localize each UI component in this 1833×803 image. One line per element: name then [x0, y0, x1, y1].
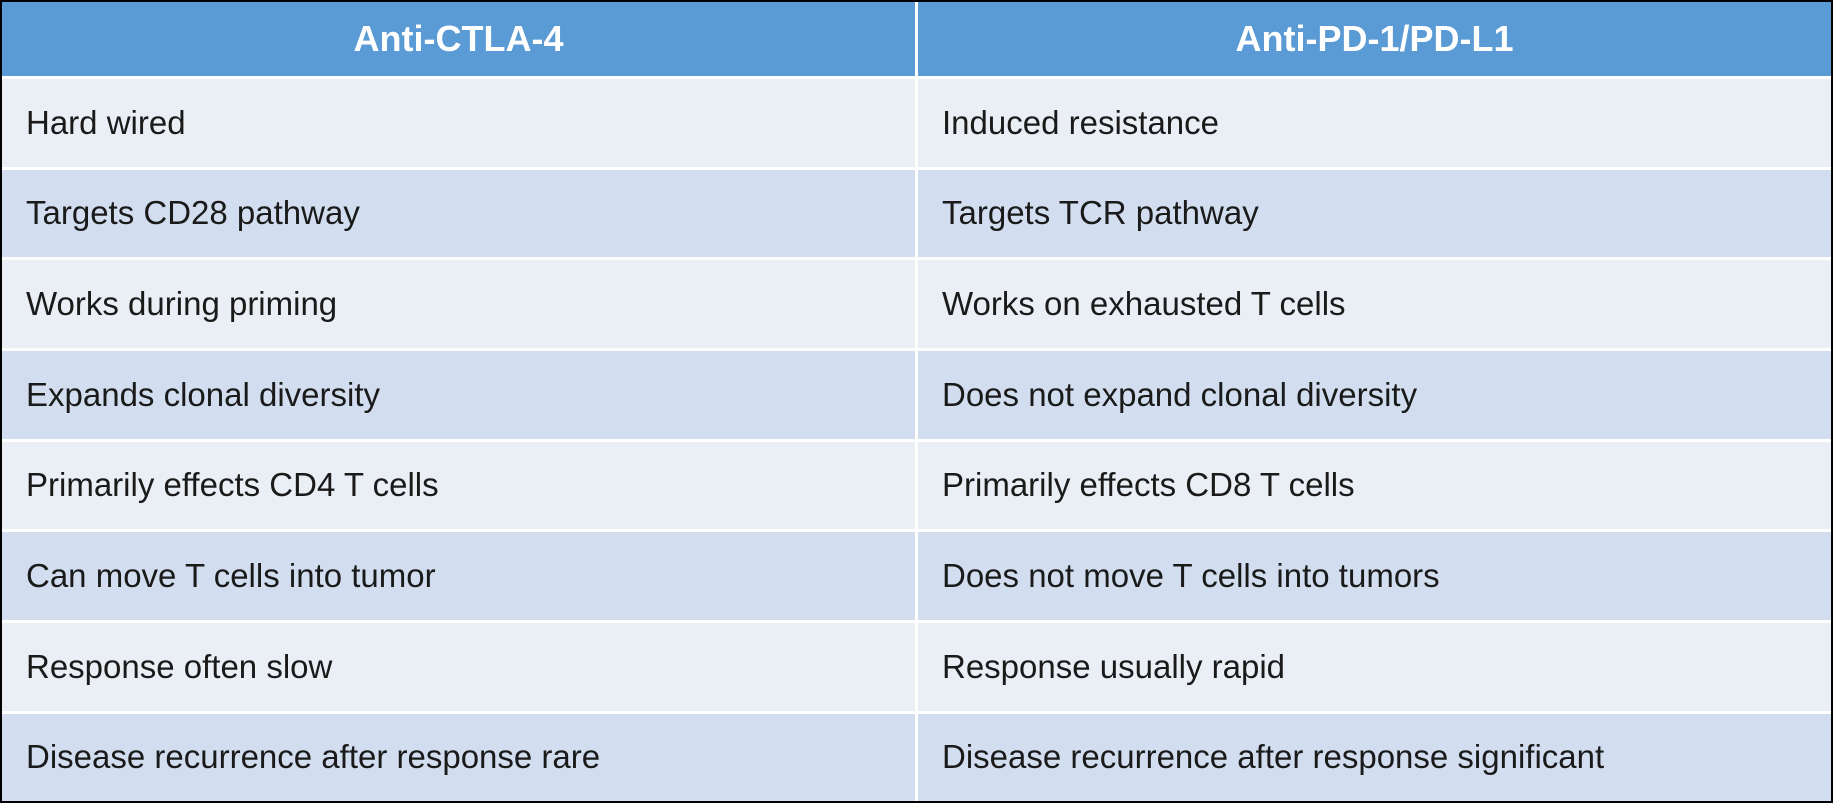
table-cell: Targets CD28 pathway [2, 168, 917, 259]
table-row: Expands clonal diversity Does not expand… [2, 349, 1831, 440]
table-cell: Response usually rapid [917, 621, 1832, 712]
table-row: Response often slow Response usually rap… [2, 621, 1831, 712]
table-cell: Can move T cells into tumor [2, 531, 917, 622]
table-cell: Expands clonal diversity [2, 349, 917, 440]
table-row: Disease recurrence after response rare D… [2, 712, 1831, 801]
table-cell: Response often slow [2, 621, 917, 712]
comparison-table: Anti-CTLA-4 Anti-PD-1/PD-L1 Hard wired I… [2, 2, 1831, 801]
table-cell: Targets TCR pathway [917, 168, 1832, 259]
table-cell: Does not expand clonal diversity [917, 349, 1832, 440]
table-header-row: Anti-CTLA-4 Anti-PD-1/PD-L1 [2, 2, 1831, 78]
table-cell: Disease recurrence after response signif… [917, 712, 1832, 801]
table-cell: Disease recurrence after response rare [2, 712, 917, 801]
table-cell: Induced resistance [917, 78, 1832, 169]
column-header-ctla4: Anti-CTLA-4 [2, 2, 917, 78]
table-cell: Primarily effects CD8 T cells [917, 440, 1832, 531]
table-cell: Works on exhausted T cells [917, 259, 1832, 350]
table-row: Can move T cells into tumor Does not mov… [2, 531, 1831, 622]
table-row: Hard wired Induced resistance [2, 78, 1831, 169]
table-cell: Hard wired [2, 78, 917, 169]
table-cell: Does not move T cells into tumors [917, 531, 1832, 622]
table-row: Primarily effects CD4 T cells Primarily … [2, 440, 1831, 531]
table-cell: Primarily effects CD4 T cells [2, 440, 917, 531]
column-header-pd1: Anti-PD-1/PD-L1 [917, 2, 1832, 78]
comparison-table-container: Anti-CTLA-4 Anti-PD-1/PD-L1 Hard wired I… [0, 0, 1833, 803]
table-row: Works during priming Works on exhausted … [2, 259, 1831, 350]
table-row: Targets CD28 pathway Targets TCR pathway [2, 168, 1831, 259]
table-cell: Works during priming [2, 259, 917, 350]
